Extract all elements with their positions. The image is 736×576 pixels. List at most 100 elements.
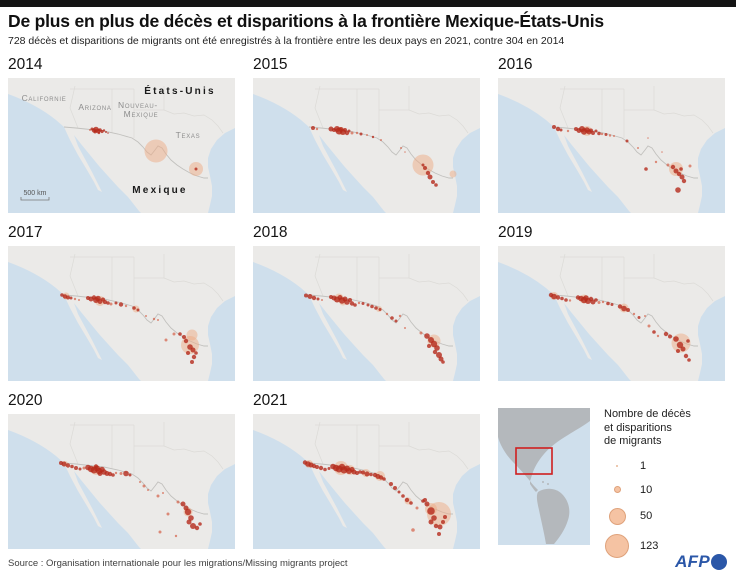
data-point [89, 129, 91, 131]
data-point [436, 352, 442, 358]
data-point [637, 316, 641, 319]
data-point [371, 135, 375, 139]
data-point [107, 132, 109, 134]
data-point [348, 298, 352, 302]
data-point [400, 147, 402, 149]
death-points [59, 461, 202, 538]
data-point [358, 470, 362, 474]
data-point [194, 525, 200, 531]
map-panel-2018: 2018 [253, 224, 480, 381]
data-point [688, 164, 692, 168]
data-point [404, 497, 410, 503]
gulf-of-mexico [208, 128, 235, 213]
data-point [637, 147, 639, 149]
data-point [145, 315, 147, 317]
data-point [361, 302, 365, 305]
label-arizona: Arizona [78, 102, 111, 112]
data-point [555, 295, 561, 300]
data-point [93, 130, 97, 134]
data-point [102, 299, 108, 305]
data-point [380, 139, 382, 141]
death-points [302, 460, 447, 536]
data-point [591, 131, 595, 135]
data-point [434, 345, 440, 351]
year-label: 2017 [8, 224, 43, 241]
data-point [617, 304, 623, 309]
legend-circle [613, 486, 621, 494]
data-point [441, 360, 445, 364]
data-point [190, 523, 196, 529]
legend-item: 123 [604, 533, 691, 560]
data-point [124, 304, 128, 308]
border-map-2017 [8, 246, 235, 381]
data-point [679, 167, 683, 171]
map-panel-2019: 2019 [498, 224, 725, 381]
data-point [347, 129, 351, 133]
data-point [128, 473, 132, 477]
data-point [364, 471, 370, 477]
data-point [389, 482, 393, 486]
data-point [409, 501, 413, 505]
subtitle: 728 décès et disparitions de migrants on… [8, 35, 565, 47]
data-point [355, 131, 359, 135]
data-point [73, 297, 77, 301]
data-point [106, 301, 110, 305]
pacific-ocean [253, 430, 386, 549]
south-america-shape [536, 488, 570, 544]
legend-items: 1 10 50 123 [604, 459, 691, 560]
data-point [626, 308, 630, 312]
data-point [166, 512, 170, 516]
data-point [679, 174, 685, 180]
data-point [551, 293, 557, 300]
data-point [188, 515, 194, 521]
data-point [184, 508, 192, 516]
data-point [427, 174, 433, 180]
label-nouveau-mexique-l1: Nouveau- [118, 100, 158, 110]
data-point [111, 473, 115, 477]
data-point [560, 296, 564, 301]
data-point [355, 471, 359, 475]
data-point [438, 356, 444, 362]
data-point [172, 332, 176, 336]
data-point [144, 139, 168, 163]
data-point [415, 506, 419, 510]
data-point [318, 465, 324, 471]
gulf-of-mexico [698, 128, 725, 213]
data-point [552, 125, 556, 129]
year-label: 2014 [8, 56, 43, 73]
scale-bar-label: 500 km [24, 190, 47, 197]
data-point [78, 299, 80, 301]
data-point [568, 299, 572, 302]
border-map-2021 [253, 414, 480, 549]
state-border [653, 277, 714, 302]
data-point [663, 331, 669, 337]
data-point [566, 129, 570, 133]
data-point [132, 306, 136, 310]
data-point [673, 336, 679, 342]
data-point [675, 187, 681, 193]
legend-value: 10 [640, 483, 653, 496]
data-point [378, 475, 384, 480]
border-map-2016 [498, 78, 725, 213]
data-point [174, 534, 178, 538]
data-point [424, 333, 430, 339]
data-point [374, 306, 378, 310]
gulf-of-mexico [208, 464, 235, 549]
data-point [394, 319, 398, 323]
data-point [65, 463, 71, 468]
state-border [653, 109, 714, 134]
data-point [621, 305, 627, 312]
pacific-ocean [253, 94, 386, 213]
source-text: Source : Organisation internationale pou… [8, 558, 348, 569]
data-point [198, 522, 202, 526]
data-point [398, 314, 402, 318]
data-point [427, 344, 431, 348]
data-point [142, 484, 146, 488]
data-point [428, 519, 434, 525]
death-points [89, 126, 198, 171]
label-texas: Texas [176, 130, 201, 140]
death-points [304, 293, 445, 364]
top-bar [0, 0, 736, 7]
data-point [644, 167, 648, 171]
data-point [397, 490, 401, 494]
